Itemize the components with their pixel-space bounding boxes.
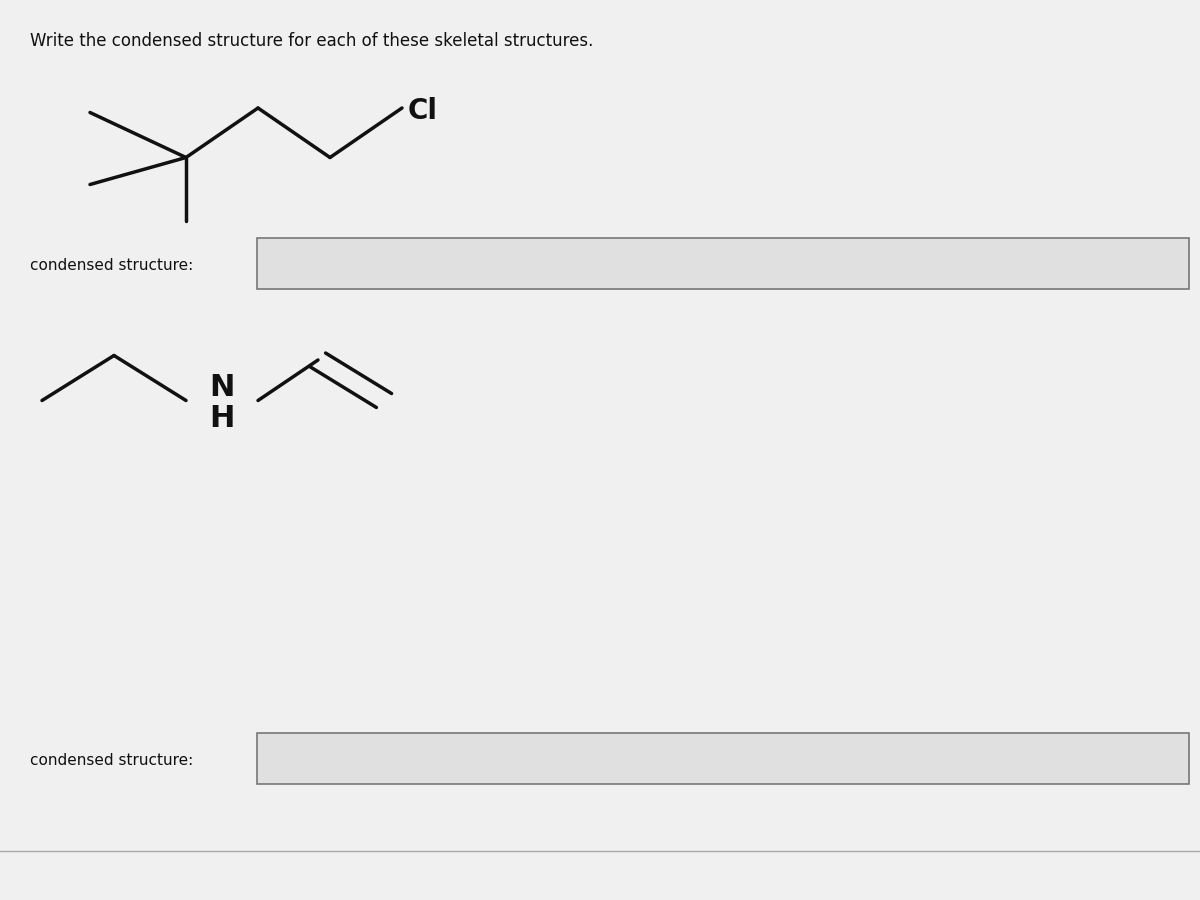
Text: H: H [209,404,235,433]
Text: condensed structure:: condensed structure: [30,258,193,273]
FancyBboxPatch shape [257,733,1189,784]
Text: Cl: Cl [408,96,438,125]
Text: N: N [209,373,235,401]
FancyBboxPatch shape [257,238,1189,289]
Text: Write the condensed structure for each of these skeletal structures.: Write the condensed structure for each o… [30,32,593,50]
Text: condensed structure:: condensed structure: [30,753,193,768]
